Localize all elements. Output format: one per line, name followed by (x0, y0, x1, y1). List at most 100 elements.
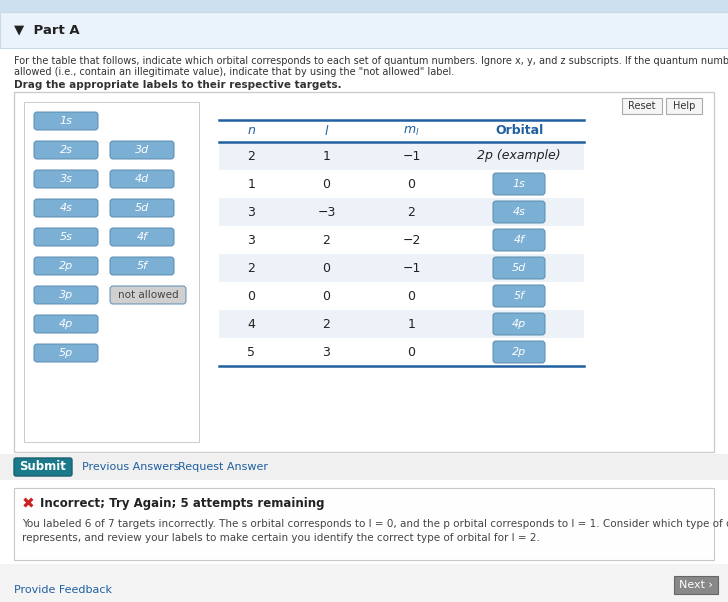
FancyBboxPatch shape (34, 141, 98, 159)
Text: 2s: 2s (60, 145, 73, 155)
Bar (219, 198, 584, 226)
FancyBboxPatch shape (34, 257, 98, 275)
Text: 5d: 5d (512, 263, 526, 273)
Text: 2: 2 (248, 261, 256, 275)
Text: 4d: 4d (135, 174, 149, 184)
FancyBboxPatch shape (493, 229, 545, 251)
FancyBboxPatch shape (493, 313, 545, 335)
Text: 4f: 4f (513, 235, 524, 245)
Text: 4p: 4p (59, 319, 73, 329)
Text: 2p: 2p (59, 261, 73, 271)
Bar (674, 576, 718, 594)
Text: 0: 0 (408, 178, 416, 190)
FancyBboxPatch shape (34, 315, 98, 333)
Bar (219, 170, 584, 198)
Text: 2: 2 (323, 234, 331, 246)
FancyBboxPatch shape (34, 199, 98, 217)
Text: $n$: $n$ (247, 125, 256, 137)
Text: 0: 0 (248, 290, 256, 302)
FancyBboxPatch shape (493, 173, 545, 195)
Text: 3s: 3s (60, 174, 73, 184)
Text: 0: 0 (408, 290, 416, 302)
Bar (219, 310, 584, 338)
Bar (219, 254, 584, 282)
Text: 3: 3 (248, 205, 256, 219)
FancyBboxPatch shape (110, 199, 174, 217)
Text: −3: −3 (317, 205, 336, 219)
FancyBboxPatch shape (493, 285, 545, 307)
Text: $m_l$: $m_l$ (403, 125, 420, 137)
FancyBboxPatch shape (110, 141, 174, 159)
Text: 4f: 4f (137, 232, 148, 242)
Text: −1: −1 (403, 149, 421, 163)
Text: 0: 0 (408, 346, 416, 359)
Bar (0, 454, 728, 480)
Text: 0: 0 (323, 261, 331, 275)
Bar (0, 0, 728, 12)
Text: 5f: 5f (513, 291, 524, 301)
Text: not allowed: not allowed (118, 290, 178, 300)
FancyBboxPatch shape (110, 286, 186, 304)
Text: 1s: 1s (60, 116, 73, 126)
Bar (0, 564, 728, 602)
Text: Orbital: Orbital (495, 125, 543, 137)
FancyBboxPatch shape (493, 341, 545, 363)
Bar (666, 98, 702, 114)
Text: 2: 2 (408, 205, 416, 219)
Bar (219, 142, 584, 170)
Text: ✖: ✖ (22, 497, 34, 512)
FancyBboxPatch shape (14, 458, 72, 476)
Text: 0: 0 (323, 290, 331, 302)
FancyBboxPatch shape (493, 257, 545, 279)
Text: $l$: $l$ (324, 124, 329, 138)
Text: ▼  Part A: ▼ Part A (14, 23, 79, 37)
Bar (0, 12, 728, 48)
Text: 5f: 5f (137, 261, 148, 271)
Bar (14, 488, 714, 560)
Bar (14, 92, 714, 452)
Text: 3: 3 (323, 346, 331, 359)
Bar (622, 98, 662, 114)
Text: 5d: 5d (135, 203, 149, 213)
Text: 2p: 2p (512, 347, 526, 357)
Text: 1: 1 (408, 317, 416, 330)
Text: Help: Help (673, 101, 695, 111)
Text: 4p: 4p (512, 319, 526, 329)
Bar (219, 226, 584, 254)
FancyBboxPatch shape (34, 228, 98, 246)
Text: Submit: Submit (20, 461, 66, 474)
Text: 5s: 5s (60, 232, 73, 242)
Text: 2: 2 (248, 149, 256, 163)
Text: 4s: 4s (513, 207, 526, 217)
Text: 1: 1 (323, 149, 331, 163)
Text: Provide Feedback: Provide Feedback (14, 585, 112, 595)
Text: 2p (example): 2p (example) (477, 149, 561, 163)
Text: 4s: 4s (60, 203, 73, 213)
Text: You labeled 6 of 7 targets incorrectly. The s orbital corresponds to l = 0, and : You labeled 6 of 7 targets incorrectly. … (22, 519, 728, 529)
Text: 1: 1 (248, 178, 256, 190)
Bar (219, 338, 584, 366)
Text: 5: 5 (248, 346, 256, 359)
Text: Next ›: Next › (679, 580, 713, 590)
Text: 3: 3 (248, 234, 256, 246)
FancyBboxPatch shape (110, 228, 174, 246)
FancyBboxPatch shape (34, 170, 98, 188)
Text: Request Answer: Request Answer (178, 462, 268, 472)
FancyBboxPatch shape (493, 201, 545, 223)
Text: represents, and review your labels to make certain you identify the correct type: represents, and review your labels to ma… (22, 533, 540, 543)
Text: −1: −1 (403, 261, 421, 275)
Text: 4: 4 (248, 317, 256, 330)
Text: 5p: 5p (59, 348, 73, 358)
Text: 0: 0 (323, 178, 331, 190)
Text: 1s: 1s (513, 179, 526, 189)
FancyBboxPatch shape (34, 286, 98, 304)
FancyBboxPatch shape (110, 257, 174, 275)
Text: 2: 2 (323, 317, 331, 330)
Text: allowed (i.e., contain an illegitimate value), indicate that by using the "not a: allowed (i.e., contain an illegitimate v… (14, 67, 454, 77)
Text: Drag the appropriate labels to their respective targets.: Drag the appropriate labels to their res… (14, 80, 341, 90)
Text: 3p: 3p (59, 290, 73, 300)
Bar (219, 282, 584, 310)
FancyBboxPatch shape (110, 170, 174, 188)
Text: Reset: Reset (628, 101, 656, 111)
FancyBboxPatch shape (34, 344, 98, 362)
